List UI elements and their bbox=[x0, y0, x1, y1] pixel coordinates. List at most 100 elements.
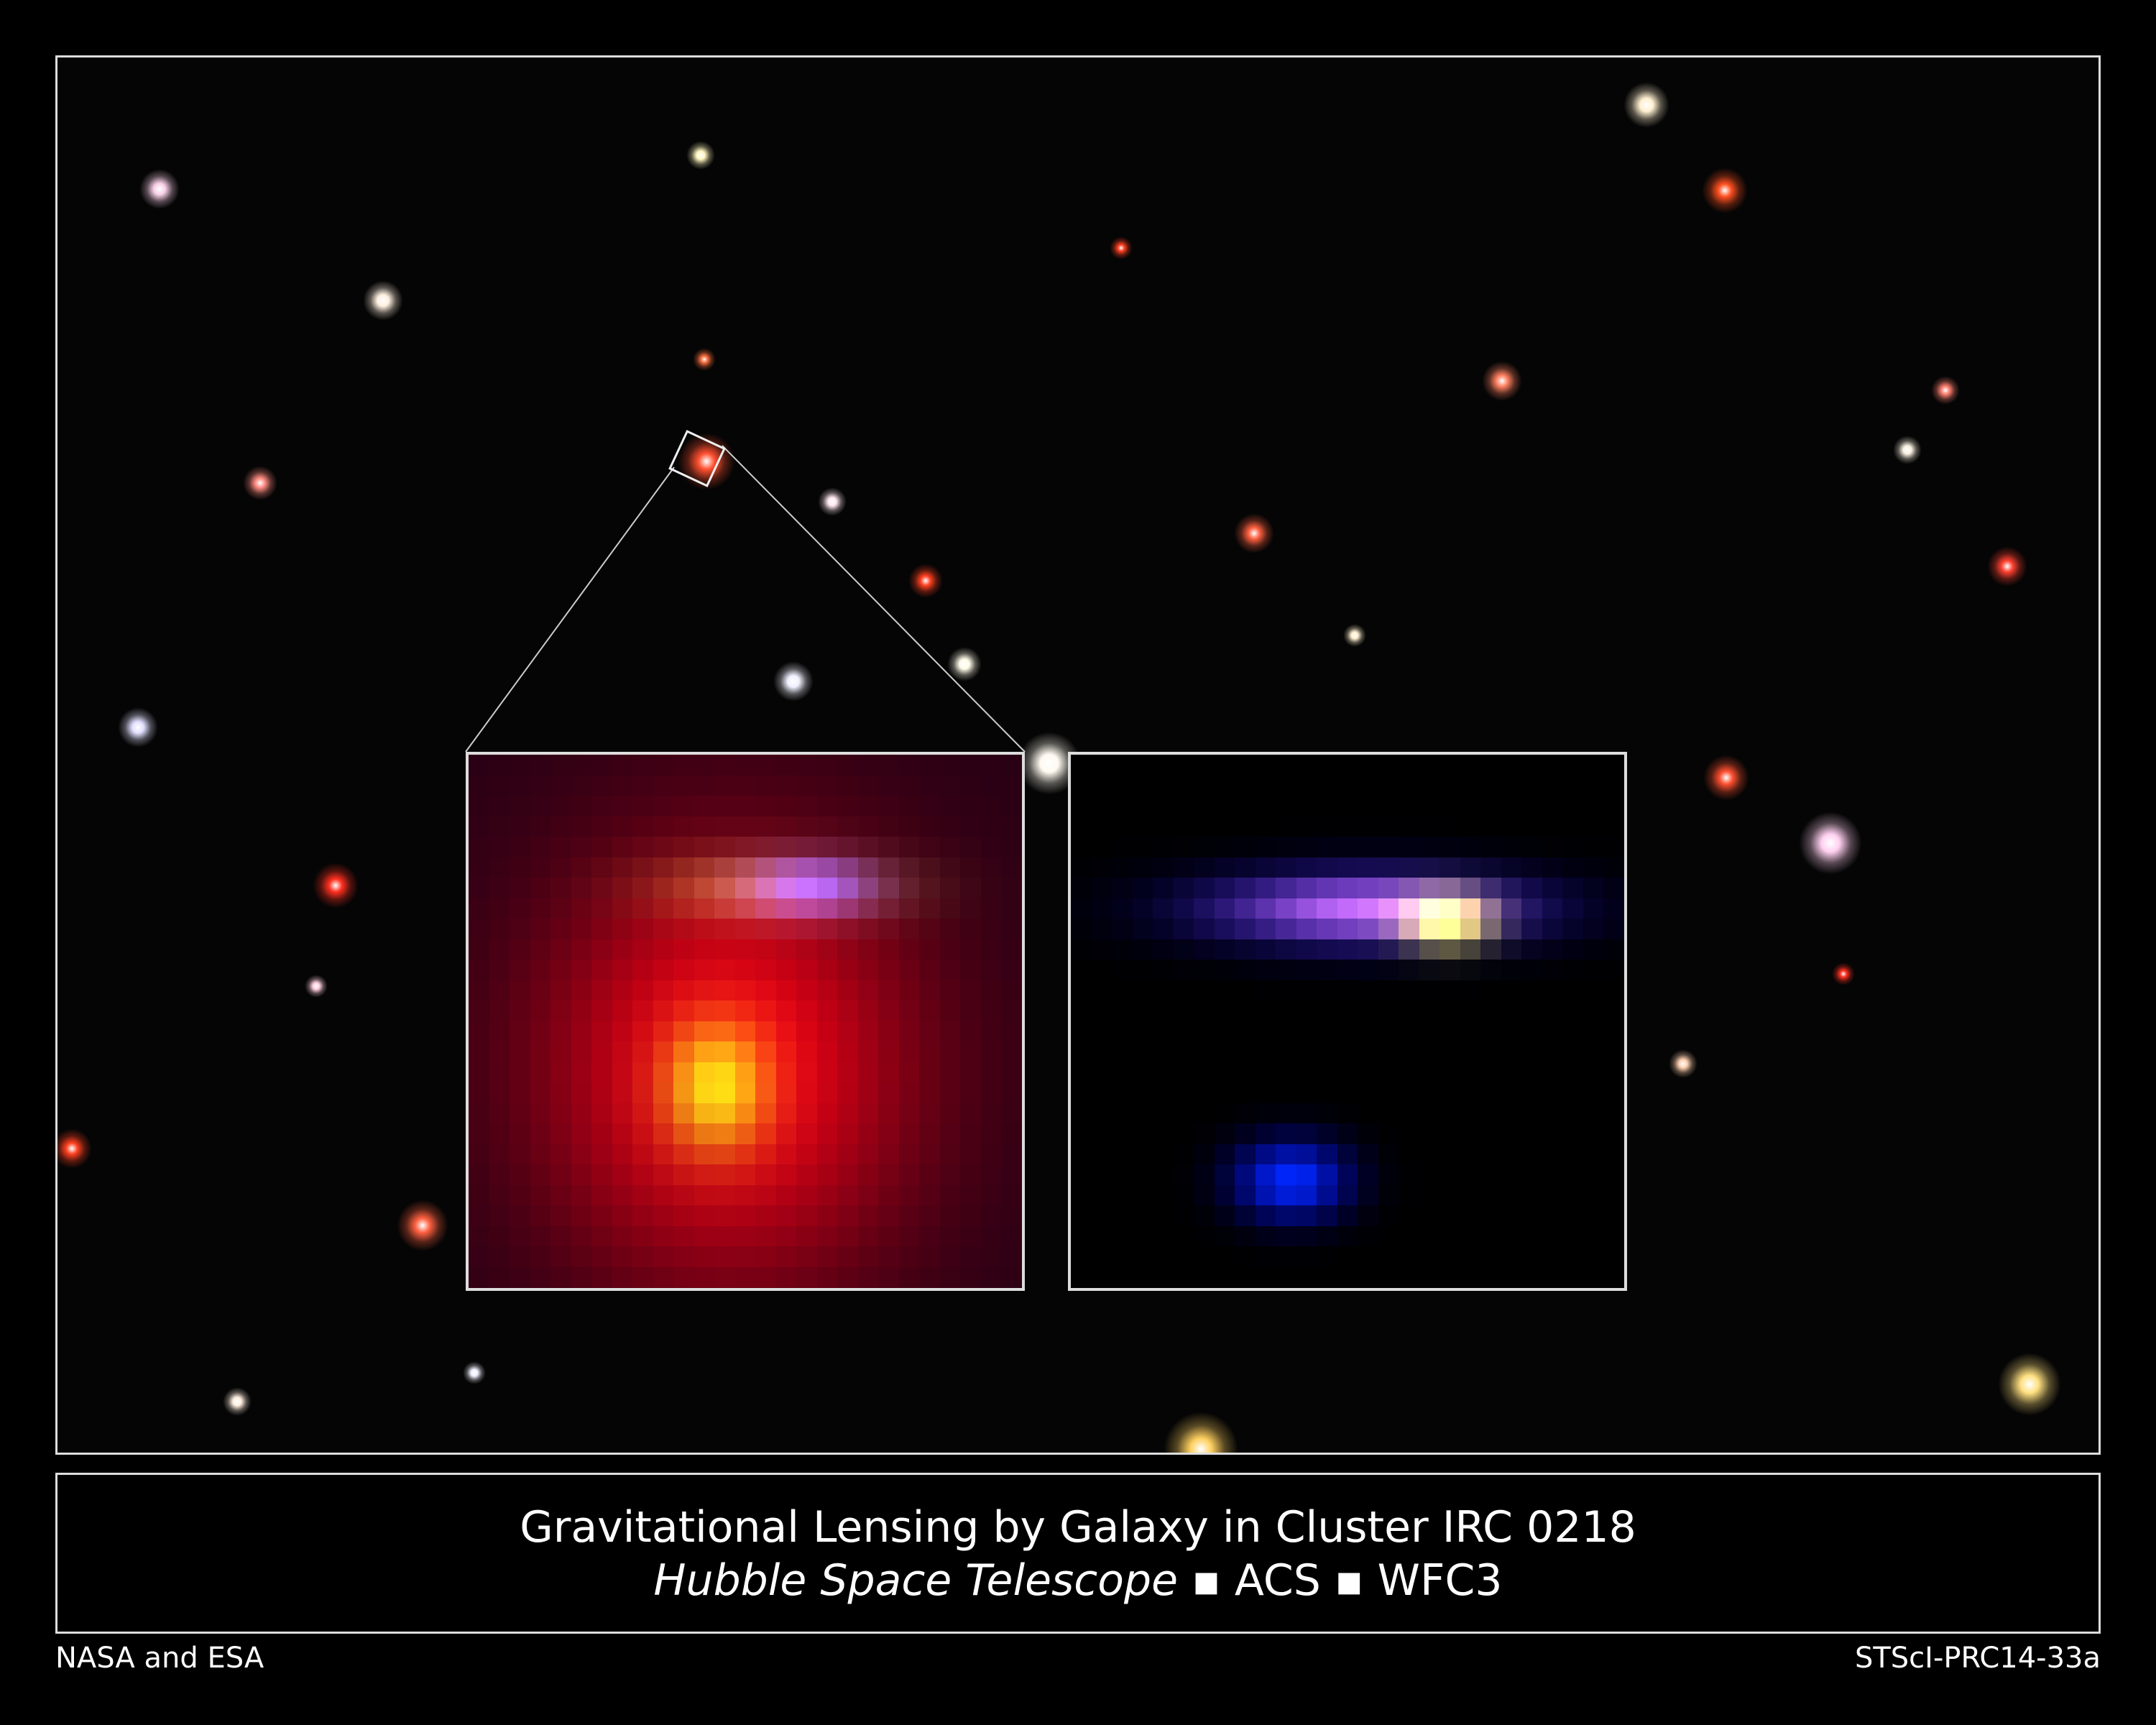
inset-pixel bbox=[550, 1000, 572, 1022]
inset-pixel bbox=[1399, 1144, 1420, 1166]
inset-pixel bbox=[1235, 1184, 1256, 1207]
inset-pixel bbox=[1439, 980, 1461, 1002]
inset-pixel bbox=[550, 816, 572, 838]
inset-pixel bbox=[1460, 980, 1482, 1002]
inset-pixel bbox=[878, 775, 900, 797]
inset-pixel bbox=[1501, 980, 1523, 1002]
inset-pixel bbox=[1521, 1103, 1543, 1125]
inset-pixel bbox=[489, 939, 511, 961]
inset-pixel bbox=[489, 837, 511, 858]
inset-pixel bbox=[489, 755, 511, 776]
inset-pixel bbox=[1337, 980, 1359, 1002]
inset-pixel bbox=[694, 919, 716, 940]
inset-pixel bbox=[1419, 1103, 1441, 1125]
inset-pixel bbox=[919, 1287, 941, 1288]
inset-pixel bbox=[1091, 1287, 1113, 1288]
inset-pixel bbox=[591, 1164, 613, 1186]
inset-pixel bbox=[796, 960, 818, 981]
inset-pixel bbox=[1296, 1266, 1318, 1288]
inset-pixel bbox=[1603, 1000, 1624, 1022]
inset-pixel bbox=[734, 775, 757, 797]
inset-pixel bbox=[1480, 1123, 1502, 1145]
inset-pixel bbox=[591, 1000, 613, 1022]
inset-pixel bbox=[612, 1082, 634, 1104]
inset-pixel bbox=[1542, 1287, 1564, 1288]
inset-pixel bbox=[1399, 1041, 1420, 1063]
inset-pixel bbox=[550, 1021, 572, 1043]
inset-pixel bbox=[1091, 980, 1113, 1002]
inset-pixel bbox=[510, 1246, 531, 1268]
inset-pixel bbox=[1358, 878, 1379, 899]
inset-pixel bbox=[878, 1082, 900, 1104]
inset-pixel bbox=[1583, 1144, 1605, 1166]
inset-pixel bbox=[1173, 960, 1195, 981]
inset-pixel bbox=[510, 1184, 531, 1207]
inset-pixel bbox=[1562, 1266, 1584, 1288]
galaxy bbox=[1998, 1353, 2061, 1416]
inset-pixel bbox=[530, 775, 552, 797]
inset-pixel bbox=[469, 878, 490, 899]
inset-pixel bbox=[1173, 980, 1195, 1002]
inset-pixel bbox=[898, 796, 921, 817]
inset-pixel bbox=[550, 1287, 572, 1288]
inset-pixel bbox=[714, 775, 736, 797]
inset-pixel bbox=[550, 1144, 572, 1166]
inset-pixel bbox=[673, 980, 695, 1002]
inset-pixel bbox=[1439, 1062, 1461, 1084]
inset-pixel bbox=[939, 939, 962, 961]
inset-pixel bbox=[1480, 837, 1502, 858]
inset-pixel bbox=[1460, 837, 1482, 858]
inset-pixel bbox=[775, 1000, 798, 1022]
inset-pixel bbox=[489, 878, 511, 899]
inset-pixel bbox=[489, 1021, 511, 1043]
inset-pixel bbox=[510, 1041, 531, 1063]
inset-pixel bbox=[1337, 1103, 1359, 1125]
inset-pixel bbox=[734, 857, 757, 879]
inset-pixel bbox=[837, 1082, 859, 1104]
inset-pixel bbox=[510, 919, 531, 940]
inset-pixel bbox=[1460, 1266, 1482, 1288]
inset-pixel bbox=[1235, 837, 1256, 858]
inset-pixel bbox=[837, 1144, 859, 1166]
inset-pixel bbox=[1276, 1246, 1297, 1268]
inset-pixel bbox=[1194, 1144, 1215, 1166]
inset-pixel bbox=[632, 1021, 654, 1043]
inset-pixel bbox=[960, 1266, 982, 1288]
inset-pixel bbox=[1603, 755, 1624, 776]
inset-pixel bbox=[1480, 1184, 1502, 1207]
inset-pixel bbox=[1337, 1225, 1359, 1248]
inset-pixel bbox=[878, 898, 900, 920]
inset-pixel bbox=[1296, 816, 1318, 838]
inset-pixel bbox=[673, 1287, 695, 1288]
inset-pixel bbox=[1603, 1184, 1624, 1207]
galaxy bbox=[118, 707, 158, 748]
inset-pixel bbox=[1317, 980, 1338, 1002]
inset-pixel bbox=[1358, 1266, 1379, 1288]
inset-pixel bbox=[1091, 775, 1113, 797]
inset-pixel bbox=[1255, 775, 1277, 797]
inset-pixel bbox=[550, 980, 572, 1002]
inset-pixel bbox=[1235, 1287, 1256, 1288]
inset-pixel bbox=[878, 1164, 900, 1186]
inset-pixel bbox=[591, 878, 613, 899]
inset-pixel bbox=[1501, 939, 1523, 961]
inset-pixel bbox=[898, 898, 921, 920]
inset-pixel bbox=[816, 1021, 839, 1043]
inset-pixel bbox=[796, 1164, 818, 1186]
inset-pixel bbox=[694, 1225, 716, 1248]
inset-pixel bbox=[775, 980, 798, 1002]
inset-pixel bbox=[673, 1123, 695, 1145]
inset-pixel bbox=[980, 878, 1003, 899]
inset-pixel bbox=[1132, 939, 1154, 961]
inset-pixel bbox=[1337, 1000, 1359, 1022]
inset-pixel bbox=[1521, 775, 1543, 797]
inset-pixel bbox=[571, 857, 593, 879]
inset-pixel bbox=[1112, 1205, 1133, 1227]
inset-pixel bbox=[1255, 1082, 1277, 1104]
inset-pixel bbox=[1583, 837, 1605, 858]
inset-pixel bbox=[1001, 816, 1022, 838]
inset-pixel bbox=[1358, 1205, 1379, 1227]
inset-pixel bbox=[714, 1205, 736, 1227]
inset-pixel bbox=[489, 1000, 511, 1022]
inset-pixel bbox=[1112, 837, 1133, 858]
